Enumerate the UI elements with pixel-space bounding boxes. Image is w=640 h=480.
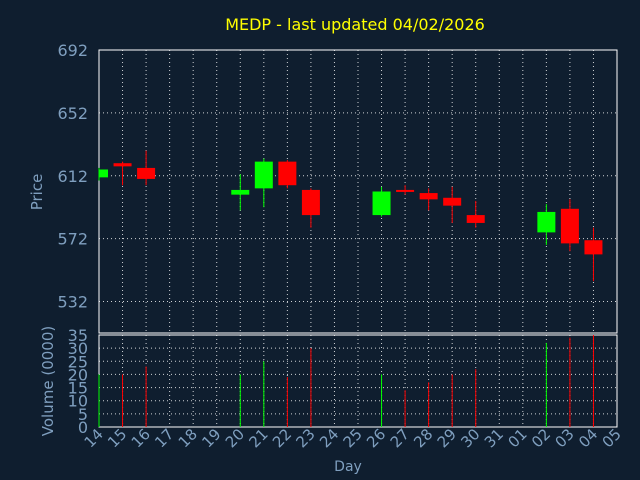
x-tick-label: 18 [175,425,201,451]
volume-tick-label: 20 [68,365,88,384]
x-tick-label: 02 [528,425,554,451]
x-tick-label: 24 [316,425,342,451]
price-panel: 692 652 612 572 532 [57,41,618,334]
candle-body [254,161,273,189]
candle-body [231,189,250,195]
candle-body [99,169,108,178]
price-tick-label: 612 [57,167,88,186]
x-axis-label: Day [334,459,362,475]
x-tick-label: 28 [410,425,436,451]
candle-body [113,163,132,167]
x-tick-label: 23 [293,425,319,451]
x-tick-label: 17 [151,425,177,451]
x-tick-label: 20 [222,425,248,451]
volume-panel-border [98,334,618,428]
volume-tick-label: 25 [68,352,88,371]
volume-tick-label: 10 [68,392,88,411]
candle-body [560,208,579,244]
volume-tick-label: 30 [68,339,88,358]
x-tick-label: 01 [504,425,530,451]
volume-tick-label: 5 [78,405,88,424]
x-tick-label: 27 [387,425,413,451]
x-axis-ticks: 1415161718192021222324252627282930310102… [81,425,625,451]
volume-tick-label: 15 [68,379,88,398]
candle-body [301,189,320,216]
x-tick-label: 30 [457,425,483,451]
x-tick-label: 26 [363,425,389,451]
x-tick-label: 15 [104,425,130,451]
x-tick-label: 21 [245,425,271,451]
x-tick-label: 16 [128,425,154,451]
candle-body [372,191,391,216]
volume-tick-label: 35 [68,326,88,345]
candle-body [278,161,297,186]
price-axis-label: Price [28,174,46,211]
candle-body [419,193,438,200]
x-tick-label: 04 [575,425,601,451]
x-tick-label: 19 [198,425,224,451]
x-tick-label: 29 [434,425,460,451]
x-tick-label: 31 [481,425,507,451]
volume-tick-label: 0 [78,418,88,437]
candle-body [443,197,462,206]
x-tick-label: 03 [552,425,578,451]
price-tick-label: 572 [57,230,88,249]
x-tick-label: 22 [269,425,295,451]
volume-axis-label: Volume (0000) [39,326,57,436]
candle-body [584,240,603,255]
chart-title: MEDP - last updated 04/02/2026 [225,15,485,34]
candle-body [137,167,156,179]
x-tick-label: 25 [340,425,366,451]
price-panel-border [98,49,618,334]
price-tick-label: 532 [57,293,88,312]
price-tick-label: 692 [57,41,88,60]
candle-body [396,189,415,192]
candle-body [537,211,556,233]
price-tick-label: 652 [57,104,88,123]
x-tick-label: 05 [599,425,625,451]
candle-body [466,215,485,223]
